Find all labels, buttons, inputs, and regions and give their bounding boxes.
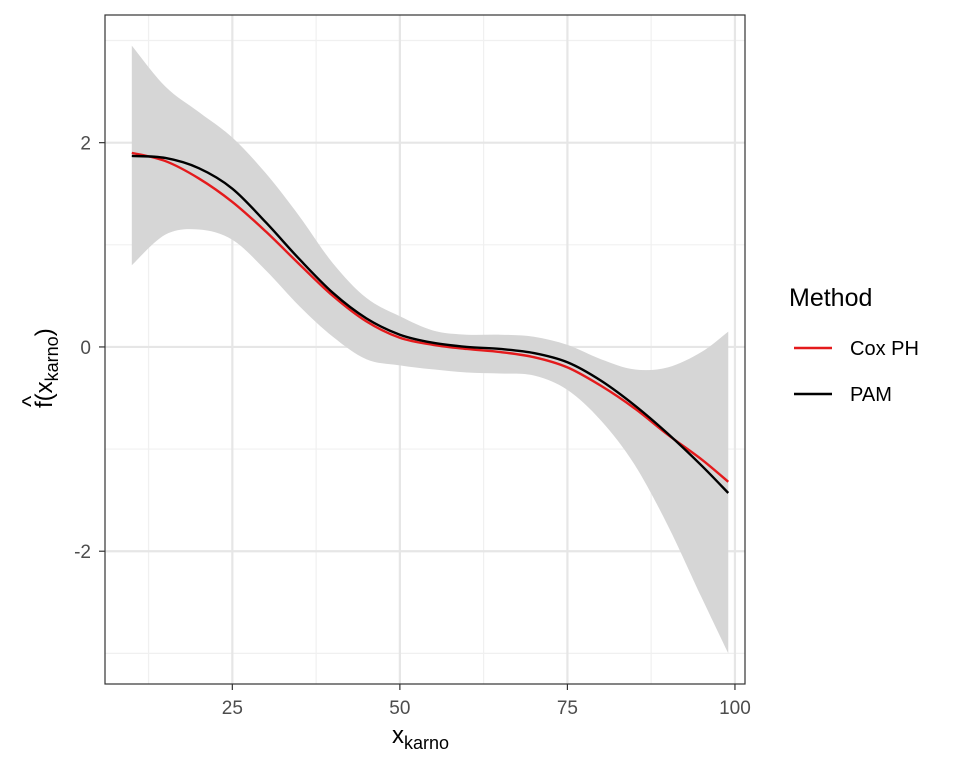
legend-title: Method: [789, 284, 872, 312]
y-axis-title-main: x: [31, 381, 58, 393]
y-axis-title-open: (: [31, 393, 58, 401]
axis-ticks: 25 50 75 100 2 0 -2: [74, 134, 751, 719]
x-tick-label: 25: [222, 698, 243, 719]
confidence-ribbon: [131, 45, 729, 654]
legend-label-cox-ph: Cox PH: [850, 338, 919, 360]
x-tick-label: 50: [389, 698, 410, 719]
y-axis-title-close: ): [31, 328, 58, 336]
y-tick-label: 2: [80, 134, 91, 155]
y-tick-label: 0: [80, 338, 91, 359]
y-tick-label: -2: [74, 542, 91, 563]
y-axis-title-sub: karno: [42, 336, 62, 381]
y-axis-title-hat: ^: [18, 395, 45, 407]
y-axis-title-f: f: [31, 401, 58, 408]
x-axis-title-sub: karno: [404, 733, 449, 753]
legend-label-pam: PAM: [850, 384, 892, 406]
x-tick-label: 100: [719, 698, 751, 719]
y-axis-title: f(xkarno) ^: [18, 328, 62, 408]
series-line-pam: [131, 154, 730, 494]
x-tick-label: 75: [557, 698, 578, 719]
plot-border: [104, 14, 746, 685]
svg-text:f(xkarno): f(xkarno): [31, 328, 62, 408]
series-lines: [131, 151, 730, 494]
series-line-cox-ph: [131, 151, 730, 483]
x-axis-title: xkarno: [392, 722, 449, 753]
x-axis-title-main: x: [392, 722, 404, 749]
legend: Method Cox PH PAM: [789, 284, 919, 406]
